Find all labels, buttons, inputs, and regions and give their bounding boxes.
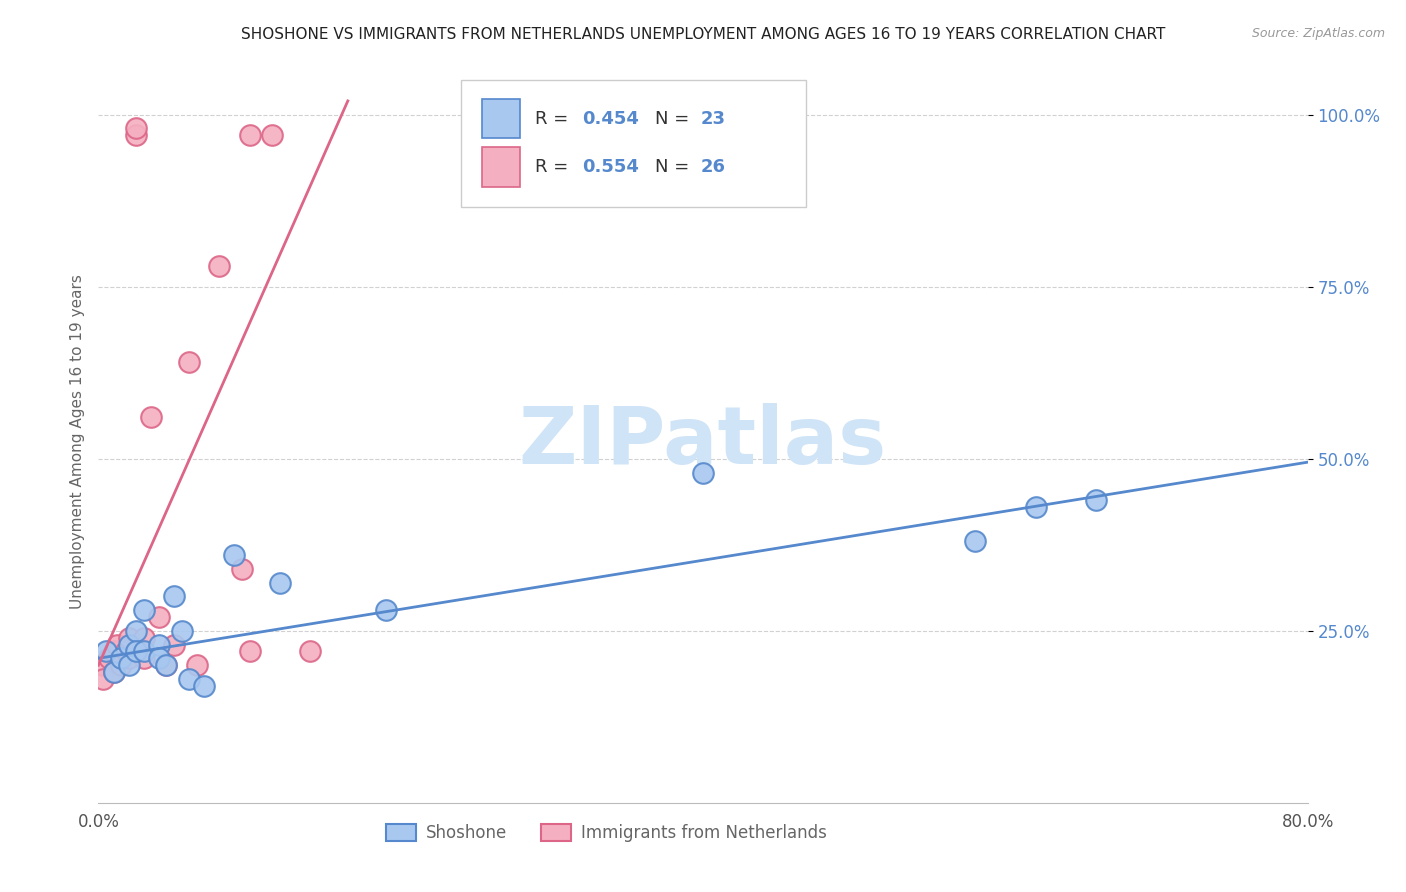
Point [91,672,114,686]
Point [208,259,231,273]
Point [193,679,215,693]
Point [91,658,114,673]
Point [110,651,132,665]
Text: 0.554: 0.554 [582,158,638,176]
Point [118,631,141,645]
Text: N =: N = [655,110,695,128]
Y-axis label: Unemployment Among Ages 16 to 19 years: Unemployment Among Ages 16 to 19 years [69,274,84,609]
Point [132,651,155,665]
Point [299,644,322,658]
Point [179,355,201,369]
Point [118,638,141,652]
Text: 23: 23 [700,110,725,128]
Point [110,658,132,673]
Text: N =: N = [655,158,695,176]
Point [965,534,987,549]
FancyBboxPatch shape [482,99,520,138]
Point [231,562,253,576]
Point [155,658,177,673]
Point [148,651,170,665]
Point [103,665,125,679]
Point [179,672,201,686]
Point [1085,493,1108,508]
Point [163,638,186,652]
Point [125,624,148,638]
Point [132,644,155,658]
Text: R =: R = [534,110,574,128]
Point [141,410,163,425]
Point [692,466,714,480]
Text: ZIPatlas: ZIPatlas [519,402,887,481]
Point [114,644,136,658]
Text: 26: 26 [700,158,725,176]
FancyBboxPatch shape [482,147,520,186]
Point [103,644,125,658]
Point [103,665,125,679]
Point [148,638,170,652]
Point [374,603,396,617]
Text: R =: R = [534,158,574,176]
Point [125,128,148,143]
Point [94,644,117,658]
Text: SHOSHONE VS IMMIGRANTS FROM NETHERLANDS UNEMPLOYMENT AMONG AGES 16 TO 19 YEARS C: SHOSHONE VS IMMIGRANTS FROM NETHERLANDS … [240,27,1166,42]
Text: 0.454: 0.454 [582,110,638,128]
Point [125,644,148,658]
Point [1024,500,1046,514]
Point [118,658,141,673]
Point [186,658,208,673]
Point [105,638,128,652]
Point [170,624,193,638]
Point [155,658,177,673]
Point [125,121,148,136]
Point [239,644,262,658]
Point [148,610,170,624]
Point [269,575,291,590]
Point [132,631,155,645]
Point [132,603,155,617]
Text: Source: ZipAtlas.com: Source: ZipAtlas.com [1251,27,1385,40]
Point [224,548,246,562]
Point [98,651,121,665]
FancyBboxPatch shape [461,80,806,207]
Point [118,651,141,665]
Point [262,128,284,143]
Point [163,590,186,604]
Point [239,128,262,143]
Legend: Shoshone, Immigrants from Netherlands: Shoshone, Immigrants from Netherlands [380,817,834,848]
